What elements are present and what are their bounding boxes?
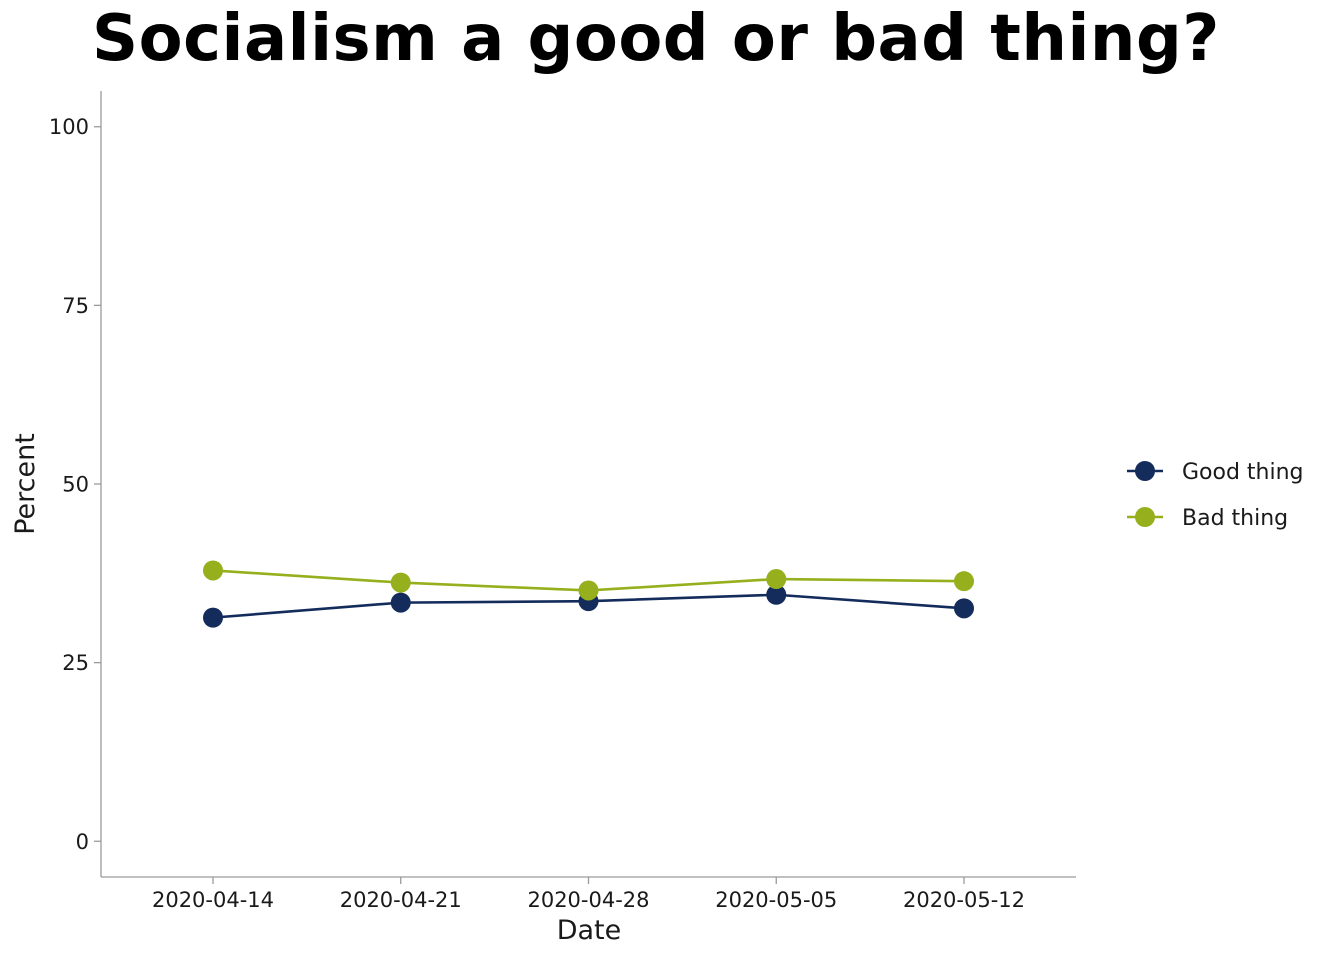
y-axis-title: Percent: [10, 433, 41, 535]
data-point-good-thing: [766, 584, 787, 605]
x-tick-label: 2020-04-14: [152, 888, 274, 912]
y-tick-label: 100: [49, 115, 89, 139]
legend-marker: [1135, 461, 1155, 481]
x-axis-title: Date: [557, 915, 622, 946]
data-point-bad-thing: [203, 560, 223, 581]
axes: [100, 91, 1076, 878]
data-point-bad-thing: [954, 571, 974, 592]
data-point-bad-thing: [578, 580, 599, 601]
chart-title: Socialism a good or bad thing?: [92, 2, 1220, 76]
y-tick-label: 0: [76, 830, 89, 854]
data-point-bad-thing: [390, 572, 411, 593]
y-tick-label: 25: [62, 651, 89, 675]
series-bad-thing: [203, 560, 974, 601]
legend-item-good-thing: Good thing: [1127, 460, 1304, 485]
y-tick-label: 50: [62, 473, 89, 497]
series-layer: [203, 560, 974, 628]
x-axis-ticks: 2020-04-14 2020-04-21 2020-04-28 2020-05-05…: [152, 877, 1025, 912]
y-axis-ticks: 0 25 50 75 100: [49, 115, 101, 854]
x-tick-label: 2020-04-21: [340, 888, 462, 912]
y-tick-label: 75: [62, 294, 89, 318]
data-point-bad-thing: [766, 569, 787, 590]
x-tick-label: 2020-05-05: [715, 888, 837, 912]
data-point-good-thing: [203, 607, 223, 628]
data-point-good-thing: [954, 598, 974, 619]
legend: Good thing Bad thing: [1127, 460, 1304, 531]
x-tick-label: 2020-05-12: [903, 888, 1025, 912]
legend-item-bad-thing: Bad thing: [1127, 506, 1288, 531]
legend-label: Bad thing: [1182, 506, 1288, 531]
legend-marker: [1135, 507, 1155, 527]
data-point-good-thing: [390, 592, 411, 613]
x-tick-label: 2020-04-28: [527, 888, 649, 912]
legend-label: Good thing: [1182, 460, 1304, 485]
